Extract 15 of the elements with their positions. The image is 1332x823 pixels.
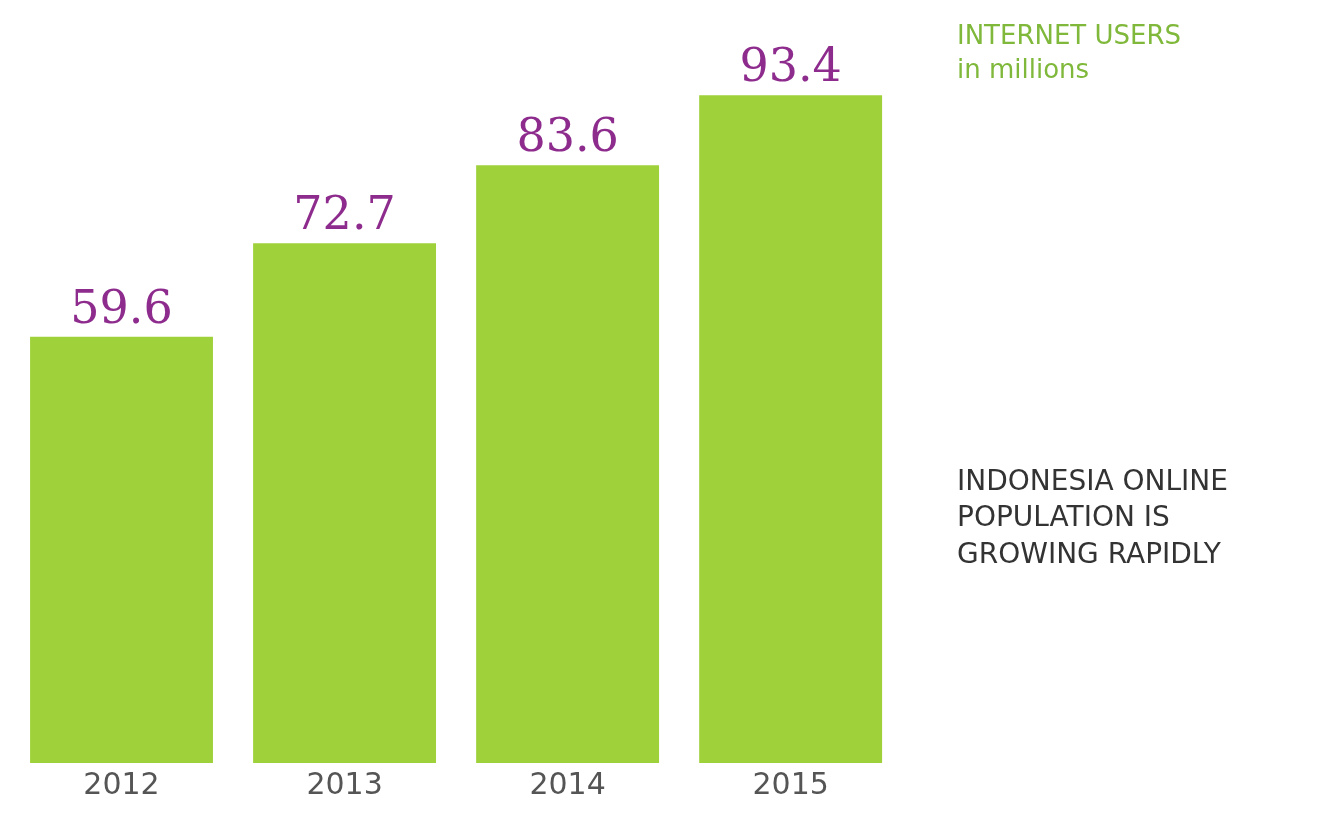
text: in millions — [957, 53, 1090, 84]
bar — [30, 336, 213, 763]
x-tick-label: 2014 — [529, 766, 606, 801]
data-label: 83.6 — [516, 108, 619, 163]
x-tick-label: 2015 — [752, 766, 829, 801]
x-tick-label: 2012 — [83, 766, 160, 801]
bar — [699, 95, 883, 763]
text: INTERNET USERS — [957, 20, 1182, 50]
data-label: 93.4 — [739, 38, 842, 93]
data-label: 72.7 — [293, 186, 396, 241]
bar — [253, 243, 437, 763]
data-label: 59.6 — [70, 279, 173, 334]
bar — [476, 165, 660, 763]
x-tick-label: 2013 — [306, 766, 383, 801]
text: INDONESIA ONLINE POPULATION IS GROWING RAPIDLY — [957, 464, 1229, 570]
